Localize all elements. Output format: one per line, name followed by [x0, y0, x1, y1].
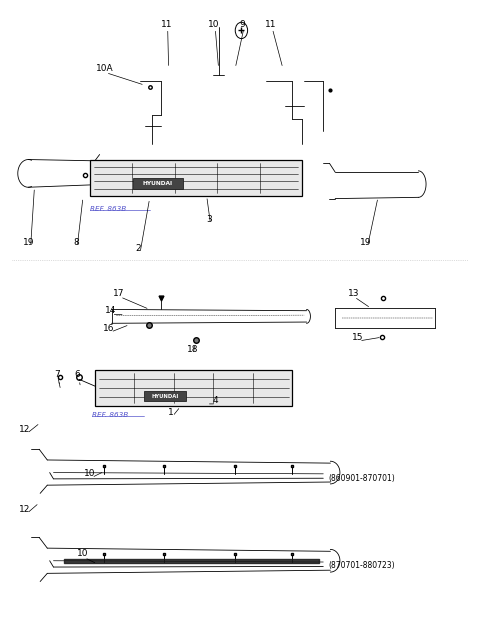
- Text: 9: 9: [240, 20, 245, 29]
- Text: 6: 6: [74, 370, 80, 379]
- Text: 2: 2: [135, 245, 141, 254]
- Text: 3: 3: [206, 215, 212, 224]
- Text: 10: 10: [84, 469, 96, 477]
- Text: 14: 14: [105, 306, 116, 315]
- Text: 10: 10: [77, 548, 89, 558]
- Text: REF. 863B: REF. 863B: [90, 205, 126, 212]
- Text: 10: 10: [208, 20, 219, 29]
- Text: 13: 13: [348, 288, 359, 297]
- Text: 1: 1: [168, 408, 174, 417]
- Text: (860901-870701): (860901-870701): [328, 474, 395, 482]
- Text: 10A: 10A: [96, 63, 113, 73]
- Text: 15: 15: [352, 333, 364, 342]
- Text: 16: 16: [103, 324, 115, 333]
- Text: 17: 17: [113, 288, 124, 297]
- Text: 19: 19: [23, 238, 34, 247]
- Text: HYUNDAI: HYUNDAI: [151, 394, 179, 399]
- Bar: [144, 391, 186, 401]
- Bar: [95, 370, 292, 406]
- Text: HYUNDAI: HYUNDAI: [143, 181, 173, 186]
- Bar: [133, 178, 183, 189]
- Text: 8: 8: [73, 238, 79, 247]
- Text: 4: 4: [213, 396, 218, 404]
- Text: 12: 12: [19, 505, 31, 514]
- Text: (870701-880723): (870701-880723): [328, 561, 395, 571]
- Text: 11: 11: [160, 20, 172, 29]
- Text: 7: 7: [54, 370, 60, 379]
- Text: REF. 863B: REF. 863B: [92, 411, 128, 418]
- Text: 18: 18: [187, 346, 198, 354]
- Text: 11: 11: [265, 20, 276, 29]
- Bar: [90, 160, 302, 196]
- Text: 19: 19: [360, 238, 372, 247]
- Text: 12: 12: [19, 425, 31, 434]
